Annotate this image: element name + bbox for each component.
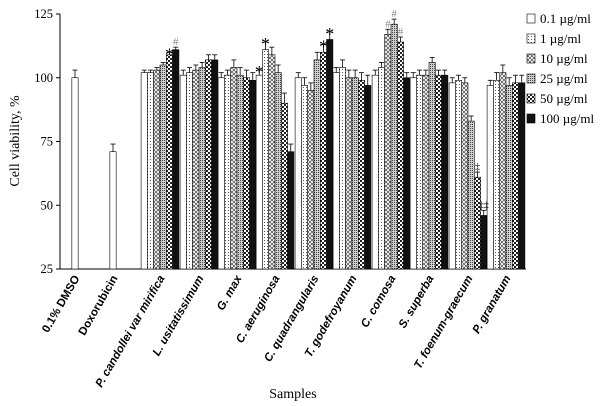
bar-s-superba-100-g-ml (441, 74, 449, 270)
significance-marker: * (165, 44, 174, 64)
bar-0-1-dmso (71, 77, 79, 270)
bar-g-max-50-g-ml (243, 77, 250, 270)
bar-s-superba-25-g-ml (428, 62, 436, 270)
bar-c-comosa-1-g-ml (378, 67, 385, 270)
legend-swatch-25-g-ml (526, 73, 536, 84)
bar-p-candollei-var-mirifica-50-g-ml (166, 54, 173, 270)
bar-l-usitatissimum-50-g-ml (205, 59, 212, 270)
bar-l-usitatissimum-1-g-ml (186, 72, 193, 270)
significance-marker: * (325, 24, 334, 44)
significance-marker: ‡ (475, 162, 480, 173)
y-tick-label: 50 (41, 198, 54, 212)
bar-c-quadrangularis-1-g-ml (301, 85, 308, 270)
bar-l-usitatissimum-100-g-ml (211, 59, 219, 270)
bar-l-usitatissimum-0-1-g-ml (179, 74, 187, 270)
y-tick-label: 125 (34, 7, 53, 21)
bar-t-godefroyanum-1-g-ml (339, 67, 346, 270)
legend-label: 0.1 µg/ml (540, 11, 591, 26)
bar-t-foenum-graecum-25-g-ml (467, 120, 475, 270)
bar-c-comosa-10-g-ml (384, 34, 392, 270)
bar-c-comosa-0-1-g-ml (371, 74, 379, 270)
significance-marker: * (261, 34, 270, 54)
bar-t-foenum-graecum-50-g-ml (473, 176, 481, 270)
bar-l-usitatissimum-25-g-ml (198, 67, 206, 270)
x-category-label: G. max (215, 273, 245, 313)
legend-label: 1 µg/ml (540, 31, 581, 46)
bar-s-superba-50-g-ml (434, 74, 442, 270)
y-tick-label: 100 (34, 71, 53, 85)
significance-marker: # (398, 26, 404, 38)
x-category-label: C. comosa (359, 273, 399, 330)
bar-c-quadrangularis-25-g-ml (313, 59, 321, 270)
bar-g-max-0-1-g-ml (217, 77, 225, 270)
bar-p-granatum-1-g-ml (493, 80, 500, 270)
bar-t-foenum-graecum-1-g-ml (455, 80, 462, 270)
significance-marker: # (173, 36, 179, 48)
bar-p-candollei-var-mirifica-1-g-ml (147, 72, 154, 270)
significance-marker: * (255, 62, 264, 82)
bar-p-granatum-50-g-ml (511, 82, 519, 270)
bar-p-candollei-var-mirifica-25-g-ml (159, 64, 167, 270)
bar-t-godefroyanum-0-1-g-ml (332, 72, 340, 270)
x-category-label: P. granatum (471, 274, 514, 336)
bar-c-quadrangularis-100-g-ml (326, 39, 334, 270)
bar-c-quadrangularis-10-g-ml (307, 90, 315, 270)
bar-c-comosa-25-g-ml (390, 23, 398, 270)
bar-s-superba-0-1-g-ml (409, 77, 417, 270)
x-axis-title: Samples (269, 387, 316, 402)
bar-p-granatum-100-g-ml (518, 82, 526, 270)
bar-c-aeruginosa-1-g-ml (262, 49, 269, 270)
bar-c-quadrangularis-50-g-ml (319, 51, 327, 270)
bar-t-godefroyanum-100-g-ml (364, 85, 372, 270)
bar-s-superba-10-g-ml (422, 74, 430, 270)
legend-swatch-0-1-g-ml (526, 13, 536, 24)
bar-t-foenum-graecum-0-1-g-ml (448, 82, 456, 270)
legend-label: 50 µg/ml (540, 91, 588, 106)
legend-swatch-50-g-ml (526, 93, 536, 104)
x-category-label: 0.1% DMSO (40, 273, 82, 334)
bar-c-quadrangularis-0-1-g-ml (294, 77, 302, 270)
bar-t-foenum-graecum-10-g-ml (461, 82, 469, 270)
legend-label: 10 µg/ml (540, 51, 588, 66)
bar-c-comosa-100-g-ml (403, 77, 411, 270)
significance-marker: ‡‡ (479, 200, 489, 211)
significance-marker: * (319, 37, 328, 57)
bar-c-aeruginosa-0-1-g-ml (255, 74, 263, 270)
bar-g-max-100-g-ml (249, 80, 257, 270)
y-axis-title: Cell viability, % (8, 95, 23, 187)
legend-label: 100 µg/ml (540, 111, 594, 126)
bar-p-granatum-0-1-g-ml (486, 85, 494, 270)
significance-marker: # (391, 8, 397, 20)
bar-doxorubicin (109, 151, 117, 270)
bar-c-comosa-50-g-ml (396, 41, 404, 270)
bar-p-candollei-var-mirifica-10-g-ml (153, 69, 161, 270)
bar-g-max-10-g-ml (230, 67, 238, 270)
y-tick-label: 25 (41, 262, 54, 276)
bar-g-max-25-g-ml (236, 74, 244, 270)
bar-c-aeruginosa-100-g-ml (287, 151, 295, 270)
bar-c-aeruginosa-50-g-ml (280, 102, 288, 270)
x-category-label: Doxorubicin (77, 274, 121, 338)
bar-p-granatum-10-g-ml (499, 72, 507, 270)
bar-s-superba-1-g-ml (416, 74, 423, 270)
bar-l-usitatissimum-10-g-ml (192, 69, 200, 270)
bar-t-godefroyanum-10-g-ml (345, 77, 353, 270)
legend-swatch-10-g-ml (526, 53, 536, 64)
y-tick-label: 75 (41, 135, 54, 149)
bar-c-aeruginosa-10-g-ml (268, 54, 276, 270)
bar-g-max-1-g-ml (224, 74, 231, 270)
legend-label: 25 µg/ml (540, 71, 588, 86)
bar-c-aeruginosa-25-g-ml (274, 72, 282, 270)
bar-p-granatum-25-g-ml (505, 85, 513, 270)
bar-t-godefroyanum-50-g-ml (357, 80, 365, 270)
significance-marker: # (385, 18, 391, 30)
bar-t-godefroyanum-25-g-ml (351, 77, 359, 270)
bar-t-foenum-graecum-100-g-ml (480, 215, 488, 270)
legend-swatch-1-g-ml (526, 33, 536, 44)
bar-p-candollei-var-mirifica-100-g-ml (172, 49, 180, 270)
legend-swatch-100-g-ml (526, 113, 536, 124)
bar-p-candollei-var-mirifica-0-1-g-ml (140, 72, 148, 270)
x-category-label: S. superba (397, 273, 437, 330)
